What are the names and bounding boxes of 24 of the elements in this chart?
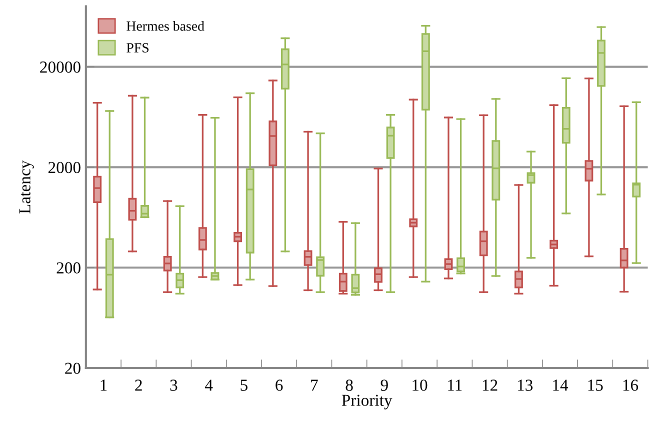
x-tick-label: 1: [100, 380, 107, 391]
x-tick-label: 8: [346, 380, 353, 391]
x-tick-label: 13: [518, 380, 533, 391]
x-axis-title: Priority: [342, 394, 392, 410]
x-tick-label: 3: [170, 380, 178, 391]
x-tick-label: 16: [623, 380, 638, 391]
x-tick-label: 5: [240, 380, 248, 391]
y-tick-label: 200: [56, 262, 80, 274]
x-tick-label: 6: [276, 380, 283, 391]
x-tick-label: 10: [412, 380, 428, 391]
x-tick-label: 9: [380, 380, 388, 391]
y-axis-title: Latency: [19, 160, 34, 214]
x-tick-label: 4: [204, 380, 213, 391]
x-tick-label: 2: [135, 380, 142, 391]
legend-label: Hermes based: [126, 21, 204, 31]
y-tick-label: 2000: [48, 162, 80, 174]
x-tick-label: 11: [448, 380, 462, 391]
y-tick-label: 20000: [40, 61, 80, 73]
y-tick-label: 20: [65, 362, 80, 374]
legend-label: PFS: [126, 43, 149, 52]
x-tick-label: 14: [553, 380, 568, 391]
x-tick-label: 7: [311, 380, 318, 391]
x-tick-label: 12: [482, 380, 498, 391]
x-tick-label: 15: [588, 380, 603, 391]
